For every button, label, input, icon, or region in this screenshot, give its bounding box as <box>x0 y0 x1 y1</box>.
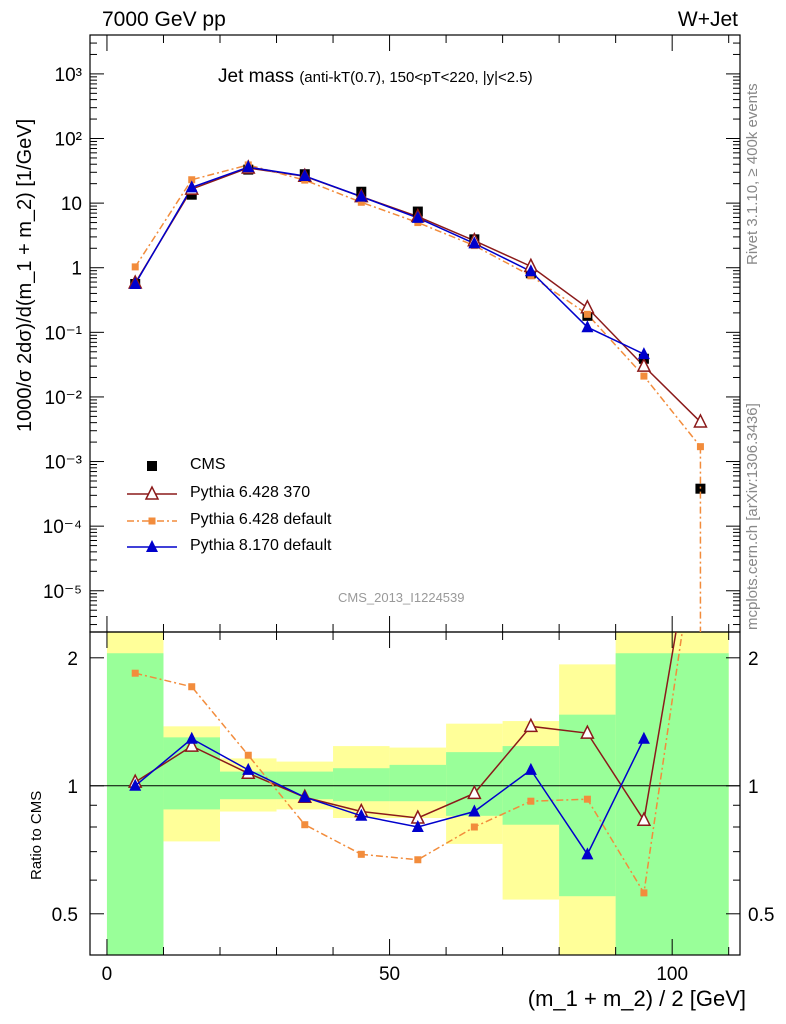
y-tick-label: 10⁻¹ <box>45 323 83 344</box>
ratio-1-point <box>583 795 591 803</box>
ratio-y-tick-label-right: 2 <box>748 649 759 670</box>
series-3-point <box>524 264 537 277</box>
series-2-point <box>188 176 196 184</box>
ratio-0-point <box>580 724 595 739</box>
ratio-y-axis-label: Ratio to CMS <box>28 790 45 880</box>
ratio-y-tick-label-left: 0.5 <box>52 905 78 926</box>
ratio-series-group <box>128 632 683 897</box>
top-frame <box>89 34 741 633</box>
series-3-point <box>185 180 198 193</box>
ratio-2-point <box>637 731 650 744</box>
ratio-2-point <box>298 790 311 803</box>
ratio-bands <box>106 632 729 955</box>
series-line-3 <box>134 166 645 355</box>
legend-cms: CMS <box>190 456 226 473</box>
x-axis-label: (m_1 + m_2) / 2 [GeV] <box>527 986 746 1011</box>
ratio-y-tick-label-right: 1 <box>748 777 759 798</box>
legend-marker-pythia8-default <box>146 540 158 552</box>
ratio-2-point <box>468 804 481 817</box>
ratio-2-point <box>411 820 424 833</box>
y-tick-label: 10⁻⁵ <box>43 582 82 603</box>
legend-pythia6-370: Pythia 6.428 370 <box>190 484 311 501</box>
ratio-y-tick-label-left: 2 <box>67 649 78 670</box>
legend-pythia6-default: Pythia 6.428 default <box>190 511 332 528</box>
series-0-point <box>695 483 706 494</box>
ratio-0-point <box>467 784 482 800</box>
series-3-point <box>129 276 142 289</box>
band-green-4 <box>333 768 390 802</box>
series-2-point <box>357 198 365 206</box>
ratio-1-point <box>640 889 648 897</box>
y-tick-label: 10⁻⁴ <box>43 517 82 538</box>
series-3-point <box>637 347 650 360</box>
ratio-1-point <box>301 821 309 829</box>
y-tick-label: 1 <box>71 259 82 280</box>
series-3-point <box>242 160 255 173</box>
header-right: W+Jet <box>677 8 738 31</box>
ratio-2-point <box>242 762 255 775</box>
band-green-8 <box>559 714 616 897</box>
ratio-1-point <box>527 797 535 805</box>
rivet-label: Rivet 3.1.10, ≥ 400k events <box>744 83 761 265</box>
legend-marker-pythia6-default <box>148 517 156 525</box>
y-tick-label: 10 <box>61 194 82 215</box>
y-tick-label: 10⁻³ <box>45 453 83 474</box>
ratio-1-point <box>357 850 365 858</box>
ratio-1-point <box>131 669 139 677</box>
y-axis-label: 1000/σ 2dσ)/d(m_1 + m_2) [1/GeV] <box>14 118 36 432</box>
ratio-line-2 <box>134 737 645 856</box>
legend-marker-pythia6-370 <box>144 485 160 500</box>
legend-marker-cms <box>147 461 157 471</box>
series-3-point <box>411 210 424 223</box>
chart-subtitle: (anti-kT(0.7), 150<pT<220, |y|<2.5) <box>299 69 533 86</box>
ratio-1-point <box>244 751 252 759</box>
ratio-1-point <box>188 683 196 691</box>
ratio-y-tick-label-left: 1 <box>67 777 78 798</box>
mcplots-label: mcplots.cern.ch [arXiv:1306.3436] <box>744 403 761 630</box>
ratio-frame <box>89 631 741 956</box>
series-2-point <box>131 263 139 271</box>
ratio-1-point <box>414 856 422 864</box>
legend-pythia8-default: Pythia 8.170 default <box>190 537 332 554</box>
ratio-0-point <box>523 717 539 733</box>
ratio-0-point <box>636 811 652 826</box>
series-3-point <box>355 189 368 202</box>
band-green-0 <box>106 653 164 955</box>
band-green-5 <box>389 764 447 802</box>
chart-title-text: Jet mass <box>218 66 295 87</box>
series-3-point <box>298 168 311 181</box>
y-tick-label: 10³ <box>55 65 82 86</box>
top-series-group <box>128 159 708 494</box>
ratio-0-point <box>184 737 199 752</box>
y-tick-label: 10⁻² <box>45 388 83 409</box>
series-1-point <box>693 413 708 428</box>
ratio-2-point <box>581 847 594 860</box>
series-2-point <box>583 310 591 318</box>
header-left: 7000 GeV pp <box>102 8 226 31</box>
series-3-point <box>581 320 594 333</box>
series-1-point <box>636 357 652 372</box>
y-tick-label: 10² <box>55 130 82 151</box>
ratio-2-point <box>355 808 368 821</box>
series-3-point <box>468 236 481 249</box>
ratio-2-point <box>524 762 537 775</box>
analysis-watermark: CMS_2013_I1224539 <box>338 590 465 605</box>
series-2-point <box>640 372 648 380</box>
series-line-1 <box>134 167 701 423</box>
chart-title: Jet mass (anti-kT(0.7), 150<pT<220, |y|<… <box>218 66 533 88</box>
x-tick-label: 0 <box>102 964 113 985</box>
x-tick-label: 50 <box>379 964 400 985</box>
ratio-1-point <box>470 823 478 831</box>
x-tick-label: 100 <box>656 964 688 985</box>
ratio-2-point <box>129 778 142 791</box>
ratio-y-tick-label-right: 0.5 <box>748 905 774 926</box>
ratio-2-point <box>185 731 198 744</box>
